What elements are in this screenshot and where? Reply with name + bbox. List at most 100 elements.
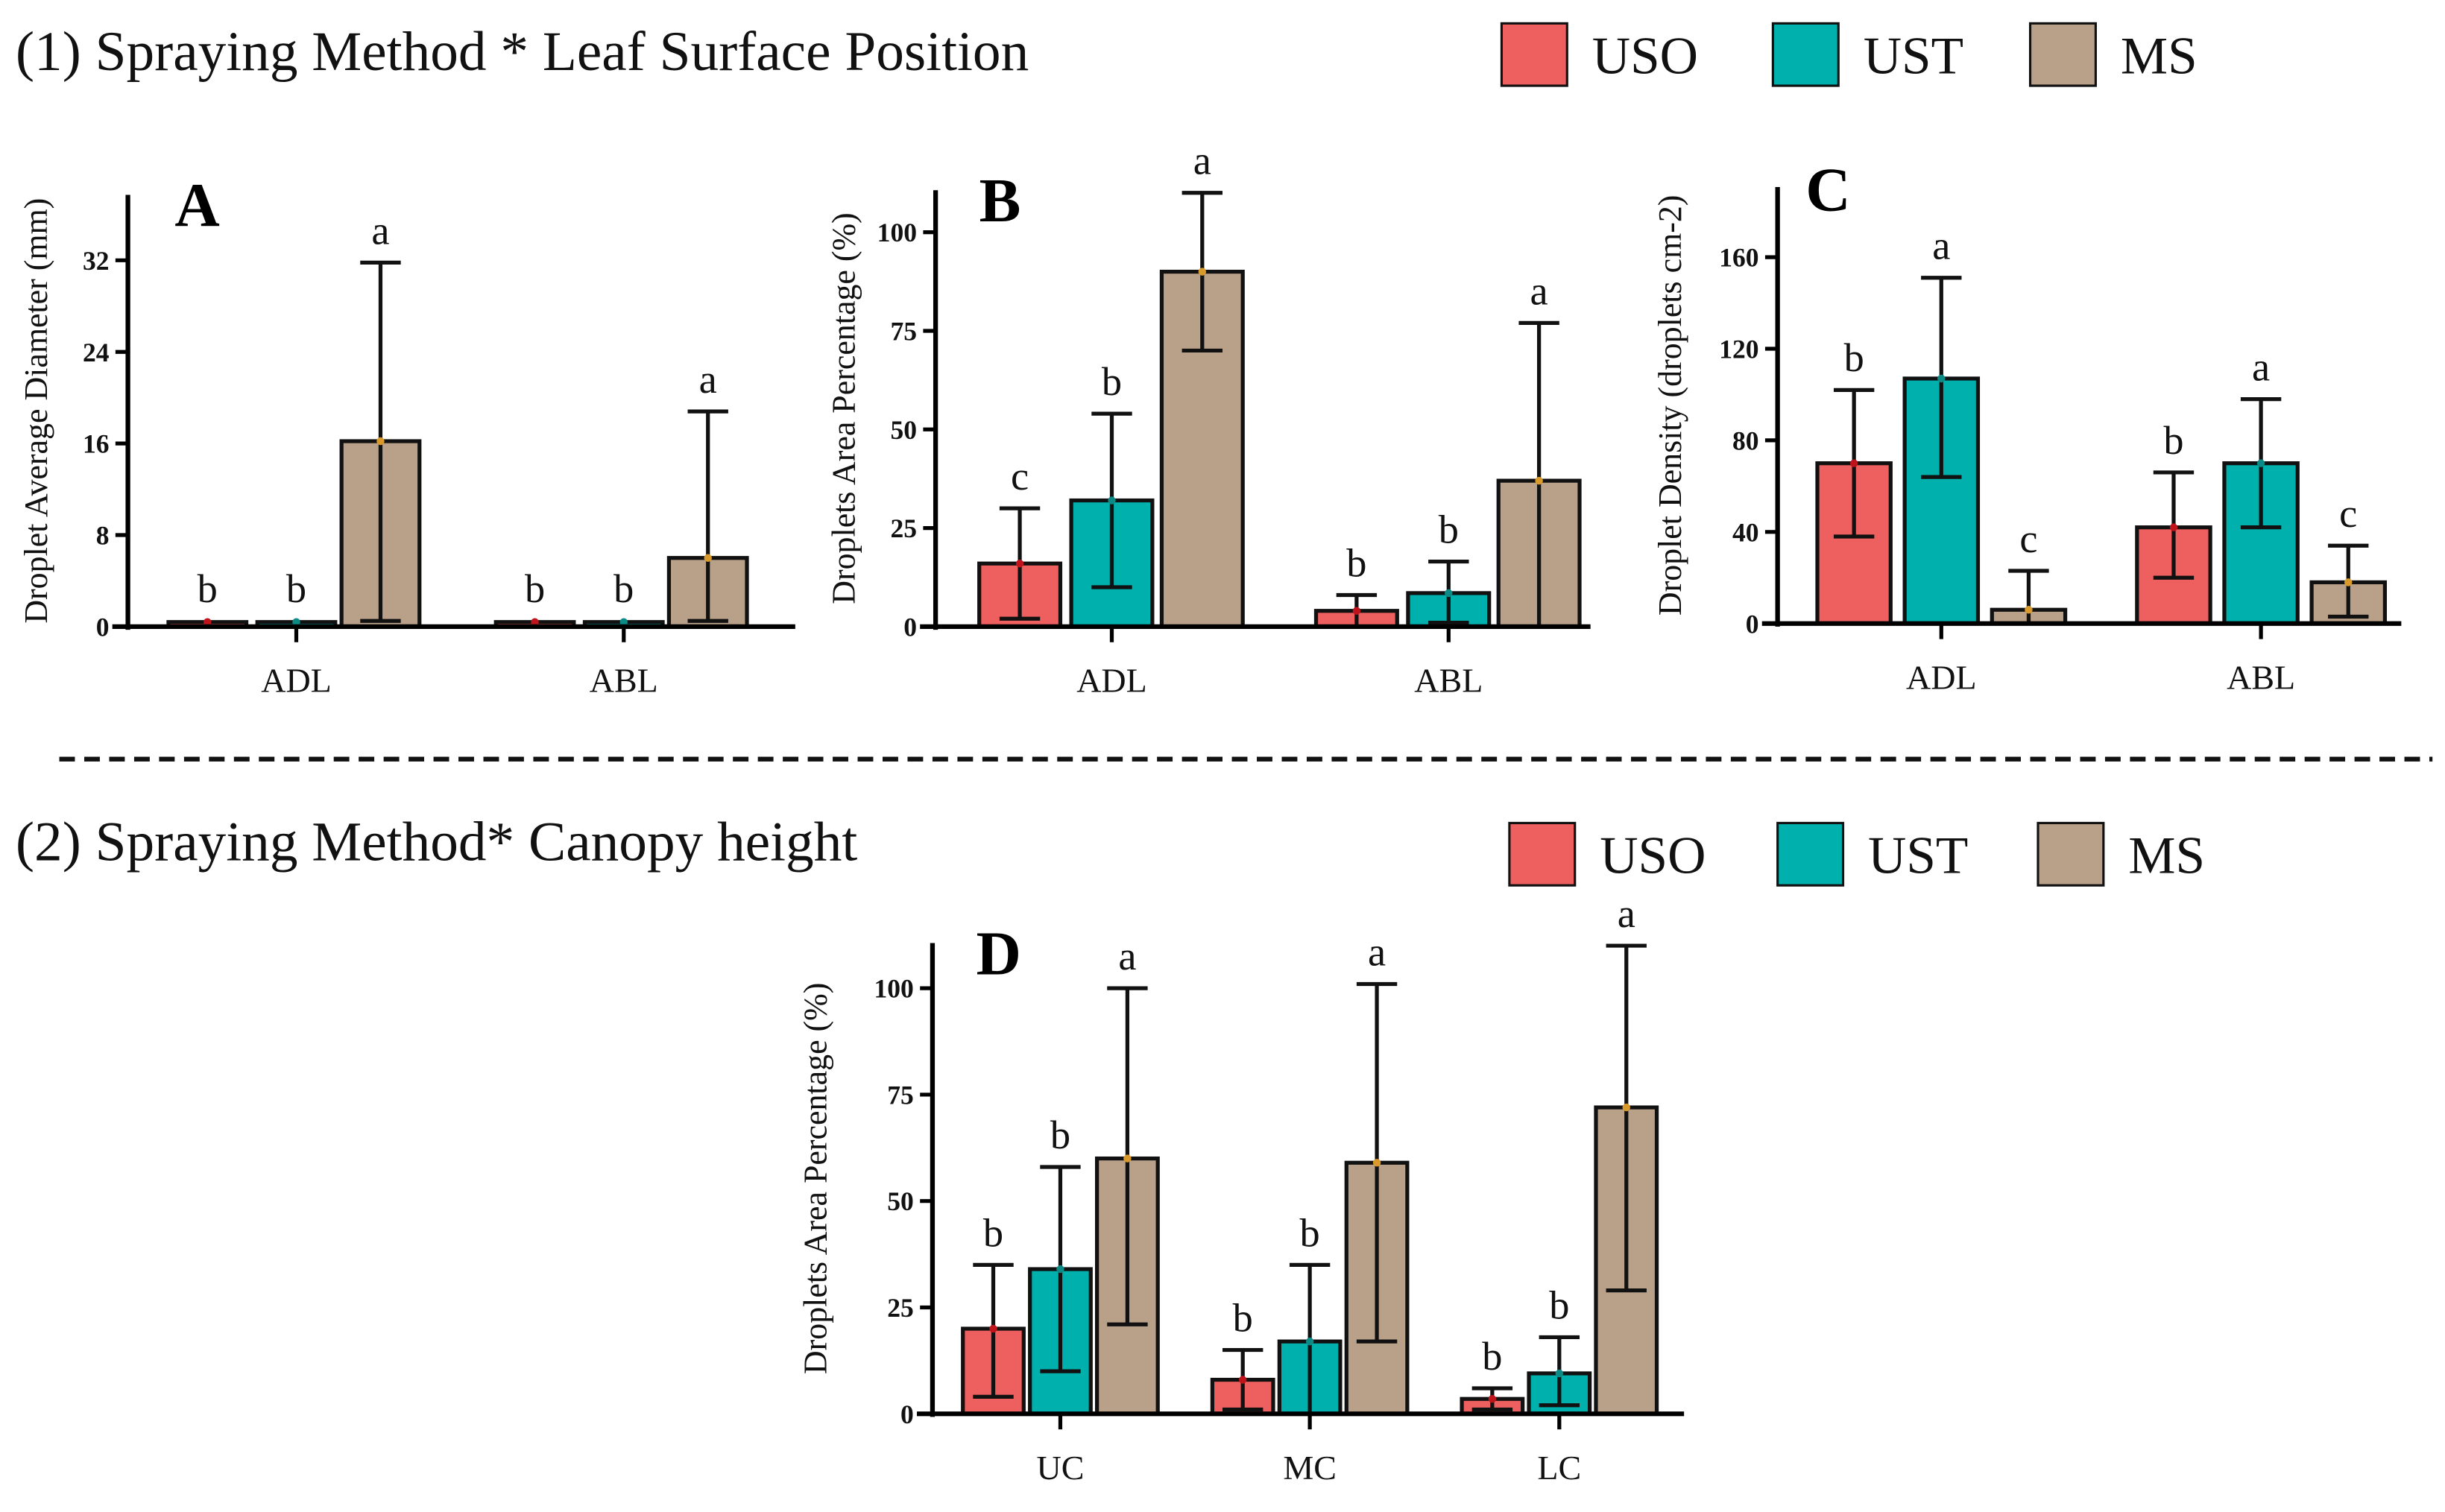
data-point — [1555, 1369, 1564, 1378]
significance-letter: b — [1549, 1282, 1569, 1327]
legend-label-ust: UST — [1864, 27, 1963, 85]
y-axis-label: Droplet Average Diameter (mm) — [18, 198, 54, 624]
x-tick-label: UC — [1037, 1449, 1085, 1487]
y-tick-label: 50 — [890, 415, 917, 445]
data-point — [1015, 559, 1024, 568]
significance-letter: a — [1193, 139, 1211, 183]
data-point — [1305, 1337, 1314, 1346]
significance-letter: b — [613, 566, 634, 611]
legend-swatch-uso — [1508, 821, 1577, 887]
legend-swatch-ust — [1771, 22, 1840, 87]
significance-letter: b — [525, 566, 545, 611]
x-tick-label: MC — [1283, 1449, 1337, 1487]
data-point — [619, 618, 628, 626]
significance-letter: a — [371, 208, 389, 253]
data-point — [1849, 459, 1858, 467]
y-tick-label: 16 — [83, 429, 110, 459]
y-tick-label: 160 — [1719, 243, 1758, 273]
y-tick-label: 50 — [887, 1186, 914, 1216]
significance-letter: b — [1300, 1210, 1320, 1255]
data-point — [1108, 496, 1116, 504]
data-point — [531, 618, 539, 626]
significance-letter: c — [1011, 454, 1029, 499]
panel-c: C Droplet Density (droplets cm-2) b b a a c c 0 4… — [1652, 155, 2402, 697]
y-axis-label: Droplets Area Percentage (%) — [798, 983, 834, 1374]
x-tick-label: ABL — [2227, 659, 2295, 697]
y-tick-label: 75 — [887, 1080, 914, 1110]
legend-swatch-ms — [2037, 821, 2105, 887]
x-tick-label: ABL — [590, 662, 658, 700]
significance-letter: c — [2339, 491, 2357, 536]
significance-letter: b — [286, 566, 306, 611]
y-tick-label: 32 — [83, 246, 110, 276]
significance-letter: b — [1233, 1295, 1253, 1340]
legend-1: USO UST MS — [1500, 22, 2198, 87]
legend-label-ms: MS — [2121, 27, 2198, 85]
data-point — [1056, 1265, 1064, 1274]
y-tick-label: 80 — [1732, 426, 1759, 455]
data-point — [704, 554, 712, 562]
data-point — [2169, 523, 2178, 531]
significance-letter: a — [1368, 929, 1386, 974]
y-axis-label: Droplet Density (droplets cm-2) — [1652, 195, 1688, 616]
significance-letter: a — [1618, 891, 1635, 936]
y-tick-label: 0 — [900, 1399, 914, 1429]
y-tick-label: 8 — [96, 521, 110, 551]
y-tick-label: 25 — [887, 1293, 914, 1323]
data-point — [1937, 374, 1946, 383]
significance-letter: a — [1118, 934, 1136, 978]
data-point — [1372, 1159, 1381, 1167]
significance-letter: c — [2019, 516, 2037, 561]
significance-letter: a — [2252, 345, 2270, 390]
data-point — [2256, 459, 2265, 467]
data-point — [1622, 1103, 1630, 1112]
significance-letter: b — [983, 1210, 1003, 1255]
x-tick-label: ADL — [1906, 659, 1977, 697]
y-tick-label: 40 — [1732, 517, 1759, 547]
significance-letter: b — [1439, 507, 1459, 551]
data-point — [2025, 606, 2033, 614]
panel-b: B Droplets Area Percentage (%) c b b b a a 0 25 50… — [825, 139, 1591, 700]
significance-letter: b — [1844, 335, 1864, 380]
data-point — [2344, 578, 2353, 586]
significance-letter: b — [1102, 359, 1122, 404]
significance-letter: b — [1346, 540, 1366, 585]
legend-2: USO UST MS — [1508, 821, 2205, 887]
significance-letter: b — [198, 566, 218, 611]
x-tick-label: ADL — [1076, 662, 1147, 700]
legend-label-uso: USO — [1600, 826, 1706, 885]
panel-a: A Droplet Average Diameter (mm) b b b b a a 0 8 16… — [18, 171, 795, 700]
x-tick-label: LC — [1537, 1449, 1581, 1487]
panel-label: A — [174, 171, 219, 240]
panel-label: D — [977, 919, 1021, 988]
significance-letter: a — [1932, 224, 1950, 268]
significance-letter: b — [2163, 418, 2183, 463]
legend-label-uso: USO — [1592, 27, 1698, 85]
y-tick-label: 75 — [890, 317, 917, 347]
legend-swatch-uso — [1500, 22, 1568, 87]
data-point — [1123, 1154, 1132, 1163]
x-tick-label: ABL — [1414, 662, 1483, 700]
legend-swatch-ms — [2028, 22, 2097, 87]
significance-letter: b — [1482, 1334, 1502, 1379]
data-point — [1488, 1395, 1497, 1403]
significance-letter: a — [699, 357, 717, 402]
data-point — [292, 618, 300, 626]
y-axis-label: Droplets Area Percentage (%) — [825, 212, 862, 604]
significance-letter: b — [1050, 1113, 1070, 1157]
panel-d: D Droplets Area Percentage (%) b b b b b b a a a 0 2… — [798, 891, 1685, 1487]
data-point — [204, 618, 212, 626]
y-tick-label: 0 — [903, 612, 917, 642]
y-tick-label: 100 — [877, 218, 917, 247]
data-point — [1238, 1376, 1247, 1384]
panels: A Droplet Average Diameter (mm) b b b b a a 0 8 16… — [18, 139, 2402, 1487]
x-tick-label: ADL — [261, 662, 332, 700]
y-tick-label: 0 — [1746, 609, 1759, 639]
legend-label-ust: UST — [1868, 826, 1968, 885]
y-tick-label: 24 — [83, 338, 110, 367]
panel-label: C — [1805, 155, 1850, 224]
y-tick-label: 25 — [890, 513, 917, 543]
data-point — [989, 1324, 997, 1333]
data-point — [1352, 607, 1361, 615]
